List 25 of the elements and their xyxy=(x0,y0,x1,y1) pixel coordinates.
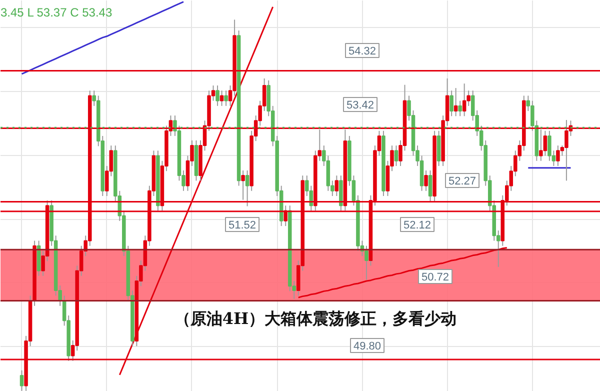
ref-line-label: 49.80 xyxy=(354,340,382,352)
candlestick xyxy=(454,88,458,117)
candlestick xyxy=(394,145,398,166)
candlestick xyxy=(462,83,466,117)
annotation: （原油4H）大箱体震荡修正，多看少动 xyxy=(174,309,457,328)
ref-line-label: 52.27 xyxy=(448,176,476,188)
candlestick xyxy=(543,130,548,156)
candlestick xyxy=(458,100,462,117)
ref-line-label: 50.72 xyxy=(422,272,450,284)
annotation: 3.45 L 53.37 C 53.43 xyxy=(0,6,112,20)
candlestick xyxy=(20,370,24,391)
candlestick xyxy=(424,170,428,192)
candlestick xyxy=(245,170,250,207)
candlestick xyxy=(334,175,339,196)
ref-line-label: 53.42 xyxy=(346,100,374,112)
candlestick xyxy=(220,90,224,106)
candlestick xyxy=(216,84,220,106)
candlestick xyxy=(450,90,454,117)
candlestick xyxy=(224,90,228,106)
ref-line-label: 54.32 xyxy=(348,46,376,58)
ref-line-label: 51.52 xyxy=(228,220,256,232)
candlestick xyxy=(556,145,560,166)
ref-line-label: 52.12 xyxy=(404,220,432,232)
candlestick xyxy=(364,245,368,280)
candlestick xyxy=(428,170,432,202)
